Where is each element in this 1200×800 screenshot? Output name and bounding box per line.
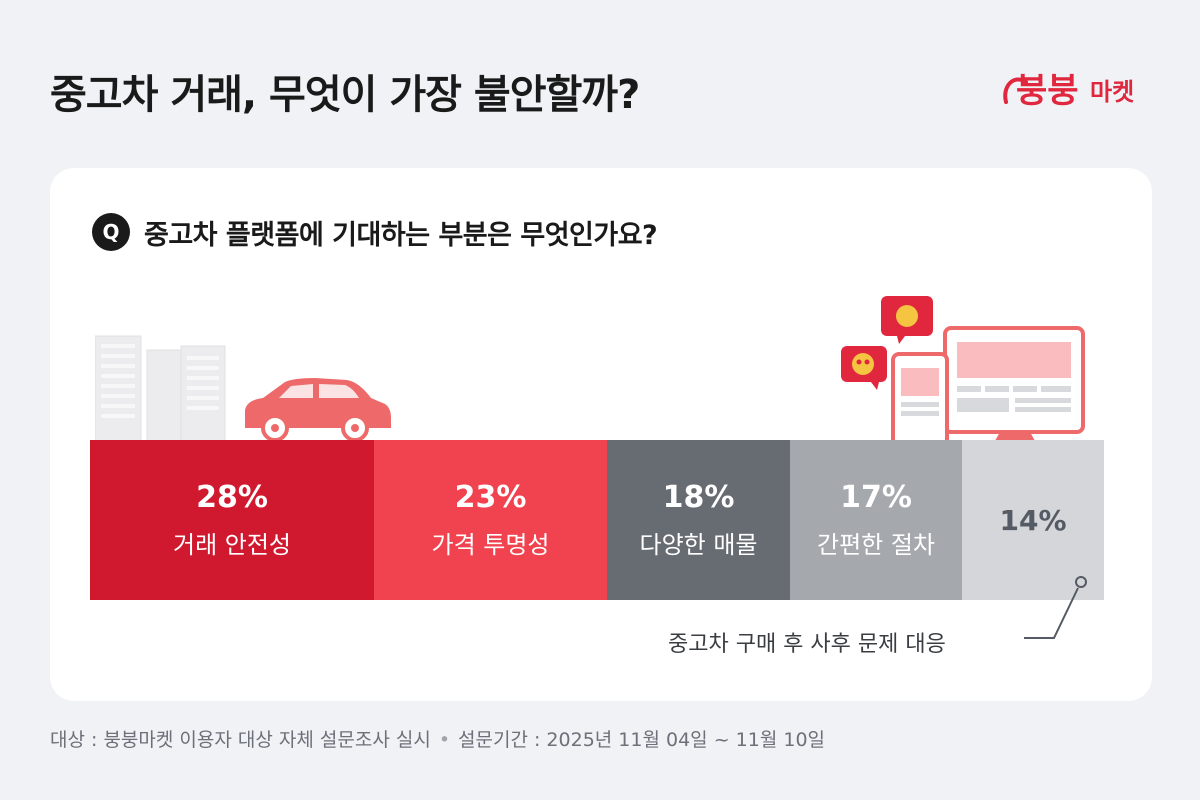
footnote-subject: 대상 : 붕붕마켓 이용자 대상 자체 설문조사 실시 [50,729,431,751]
bar-category-label: 다양한 매물 [639,531,758,559]
phone-icon [891,352,949,448]
brand-logo: 붕붕 마켓 [1003,72,1134,110]
bar-segment: 17% 간편한 절차 [790,440,962,600]
monitor-icon [943,326,1085,448]
bar-value-label: 23% [454,480,527,515]
bar-segment: 28% 거래 안전성 [90,440,374,600]
stacked-bar-chart: 28% 거래 안전성 23% 가격 투명성 18% 다양한 매물 17% 간편한 절차 14% [90,440,1104,600]
separator-dot-icon: • [438,729,451,751]
question-row: Q 중고차 플랫폼에 기대하는 부분은 무엇인가요? [92,212,658,252]
bar-category-label: 간편한 절차 [816,531,936,559]
svg-text:붕붕: 붕붕 [1016,72,1079,110]
page-title: 중고차 거래, 무엇이 가장 불안할까? [50,72,640,118]
heart-eyes-bubble-icon [841,346,887,390]
question-text: 중고차 플랫폼에 기대하는 부분은 무엇인가요? [144,219,658,251]
question-badge: Q [92,213,130,251]
thumbs-up-bubble-icon [881,296,933,344]
bar-value-label: 14% [999,503,1067,537]
city-car-illustration [95,335,391,443]
bar-value-label: 18% [662,480,735,515]
bar-value-label: 28% [196,480,268,515]
bar-category-label: 가격 투명성 [431,531,550,559]
car-icon [245,378,391,442]
bar-value-label: 17% [840,480,912,515]
bar-segment: 18% 다양한 매물 [607,440,790,600]
devices-illustration [841,296,1085,448]
buildings-icon [95,335,226,443]
survey-card: Q 중고차 플랫폼에 기대하는 부분은 무엇인가요? [50,168,1152,701]
svg-text:마켓: 마켓 [1090,79,1134,106]
footnote: 대상 : 붕붕마켓 이용자 대상 자체 설문조사 실시 • 설문기간 : 2025년… [50,725,825,752]
callout-label: 중고차 구매 후 사후 문제 대응 [668,632,946,657]
bar-category-label: 거래 안전성 [172,531,292,559]
bar-segment: 23% 가격 투명성 [374,440,607,600]
footnote-period: 설문기간 : 2025년 11월 04일 ~ 11월 10일 [458,729,826,751]
bar-segment: 14% [962,440,1104,600]
